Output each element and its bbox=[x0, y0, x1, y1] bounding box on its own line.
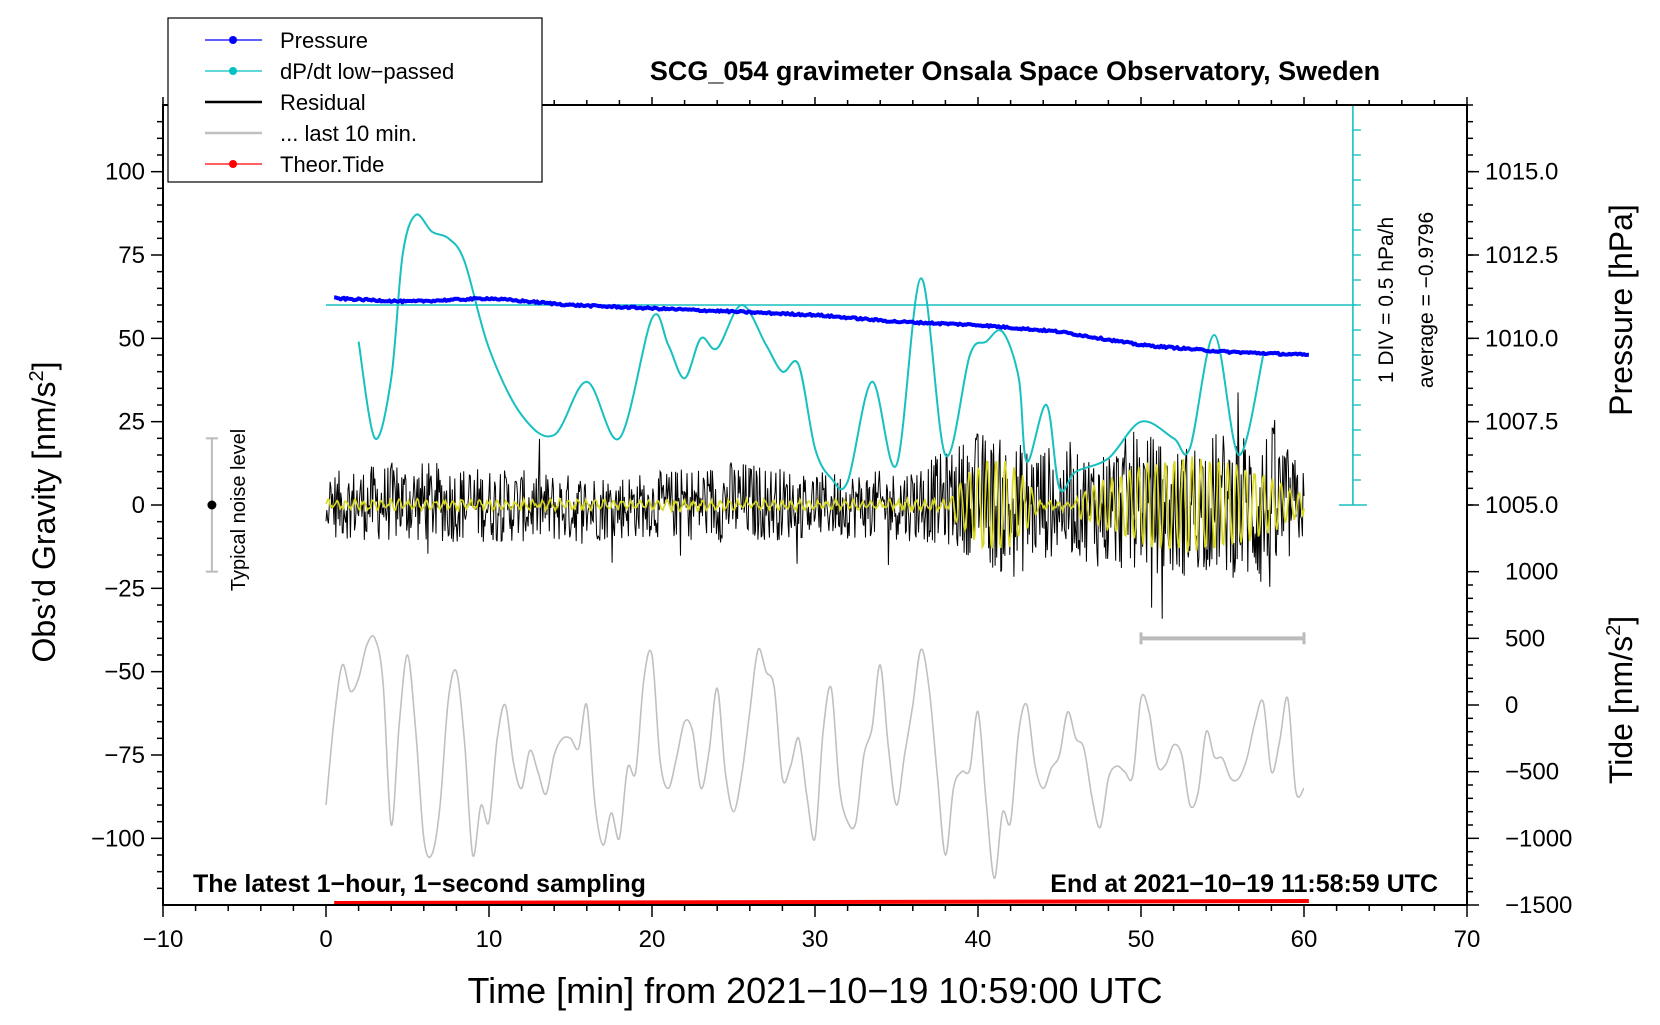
y-tick-label: 100 bbox=[105, 159, 145, 186]
legend-item: Theor.Tide bbox=[205, 152, 384, 177]
x-tick-label: 40 bbox=[965, 926, 992, 953]
end-time-annotation: End at 2021−10−19 11:58:59 UTC bbox=[1050, 870, 1438, 898]
legend-label: Pressure bbox=[280, 28, 368, 53]
filtered-line bbox=[325, 456, 1305, 553]
tide-series bbox=[334, 899, 1309, 905]
noise-level-label: Typical noise level bbox=[228, 429, 250, 591]
noise-level-marker bbox=[205, 437, 218, 573]
tide-tick-label: 500 bbox=[1505, 625, 1545, 652]
legend-label: ... last 10 min. bbox=[280, 121, 417, 146]
legend-item: Pressure bbox=[205, 28, 368, 53]
x-tick-label: 20 bbox=[639, 926, 666, 953]
y-tick-label: 0 bbox=[132, 492, 145, 519]
last-10-min-line bbox=[325, 635, 1305, 880]
x-tick-label: −10 bbox=[143, 926, 184, 953]
pressure-tick-label: 1012.5 bbox=[1485, 242, 1558, 269]
tide-tick-label: −1500 bbox=[1505, 892, 1572, 919]
x-tick-label: 30 bbox=[802, 926, 829, 953]
residual-line bbox=[325, 392, 1305, 619]
pressure-tick-label: 1007.5 bbox=[1485, 409, 1558, 436]
filtered-residual-series bbox=[325, 456, 1305, 553]
sampling-annotation: The latest 1−hour, 1−second sampling bbox=[193, 870, 646, 898]
tide-tick-label: −500 bbox=[1505, 759, 1559, 786]
dpdt-scale-bar bbox=[1338, 104, 1367, 506]
pressure-tick-label: 1015.0 bbox=[1485, 159, 1558, 186]
legend-swatch-marker bbox=[229, 160, 237, 168]
y-tick-label: −25 bbox=[104, 575, 145, 602]
legend-label: Theor.Tide bbox=[280, 152, 384, 177]
noise-center-dot bbox=[207, 500, 217, 510]
tide-tick-label: 0 bbox=[1505, 692, 1518, 719]
tide-tick-label: 1000 bbox=[1505, 559, 1558, 586]
y-tick-label: 25 bbox=[118, 409, 145, 436]
x-axis-label: Time [min] from 2021−10−19 10:59:00 UTC bbox=[467, 970, 1162, 1011]
dpdt-div-label: 1 DIV = 0.5 hPa/h bbox=[1375, 217, 1398, 383]
legend-label: dP/dt low−passed bbox=[280, 59, 454, 84]
y-tick-label: −75 bbox=[104, 742, 145, 769]
tide-line bbox=[334, 899, 1309, 905]
legend-box bbox=[167, 17, 543, 183]
pressure-series bbox=[333, 295, 1310, 357]
x-tick-label: 60 bbox=[1291, 926, 1318, 953]
y-tick-label: 75 bbox=[118, 242, 145, 269]
residual-series bbox=[325, 392, 1305, 619]
pressure-line bbox=[333, 295, 1310, 357]
x-tick-label: 10 bbox=[476, 926, 503, 953]
x-tick-label: 50 bbox=[1128, 926, 1155, 953]
axes: −10 0 10 20 30 40 50 60 701007550250−25−50−75−10… bbox=[91, 97, 1572, 953]
tide-tick-label: −1000 bbox=[1505, 825, 1572, 852]
chart-title: SCG_054 gravimeter Onsala Space Observat… bbox=[650, 56, 1380, 86]
legend-item: ... last 10 min. bbox=[205, 121, 417, 146]
x-tick-label: 0 bbox=[319, 926, 332, 953]
dpdt-series bbox=[326, 213, 1357, 493]
last-10-min-series bbox=[325, 635, 1305, 880]
y-axis-label-pressure: Pressure [hPa] bbox=[1603, 204, 1639, 416]
y-axis-label-tide: Tide [nm/s2] bbox=[1603, 616, 1639, 784]
pressure-tick-label: 1010.0 bbox=[1485, 325, 1558, 352]
legend-item: Residual bbox=[205, 90, 366, 115]
legend-label: Residual bbox=[280, 90, 366, 115]
pressure-tick-label: 1005.0 bbox=[1485, 492, 1558, 519]
y-tick-label: −50 bbox=[104, 659, 145, 686]
y-tick-label: −100 bbox=[91, 825, 145, 852]
legend-swatch-marker bbox=[229, 36, 237, 44]
y-axis-label-left: Obs’d Gravity [nm/s2] bbox=[26, 362, 62, 663]
legend-swatch-marker bbox=[229, 67, 237, 75]
legend: Pressure dP/dt low−passed Residual ... last… bbox=[167, 17, 543, 183]
last-10-min-bar bbox=[1139, 632, 1306, 645]
dpdt-average-label: average = −0.9796 bbox=[1415, 212, 1438, 388]
legend-item: dP/dt low−passed bbox=[205, 59, 454, 84]
dpdt-line bbox=[357, 213, 1265, 493]
x-tick-label: 70 bbox=[1454, 926, 1481, 953]
y-tick-label: 50 bbox=[118, 325, 145, 352]
